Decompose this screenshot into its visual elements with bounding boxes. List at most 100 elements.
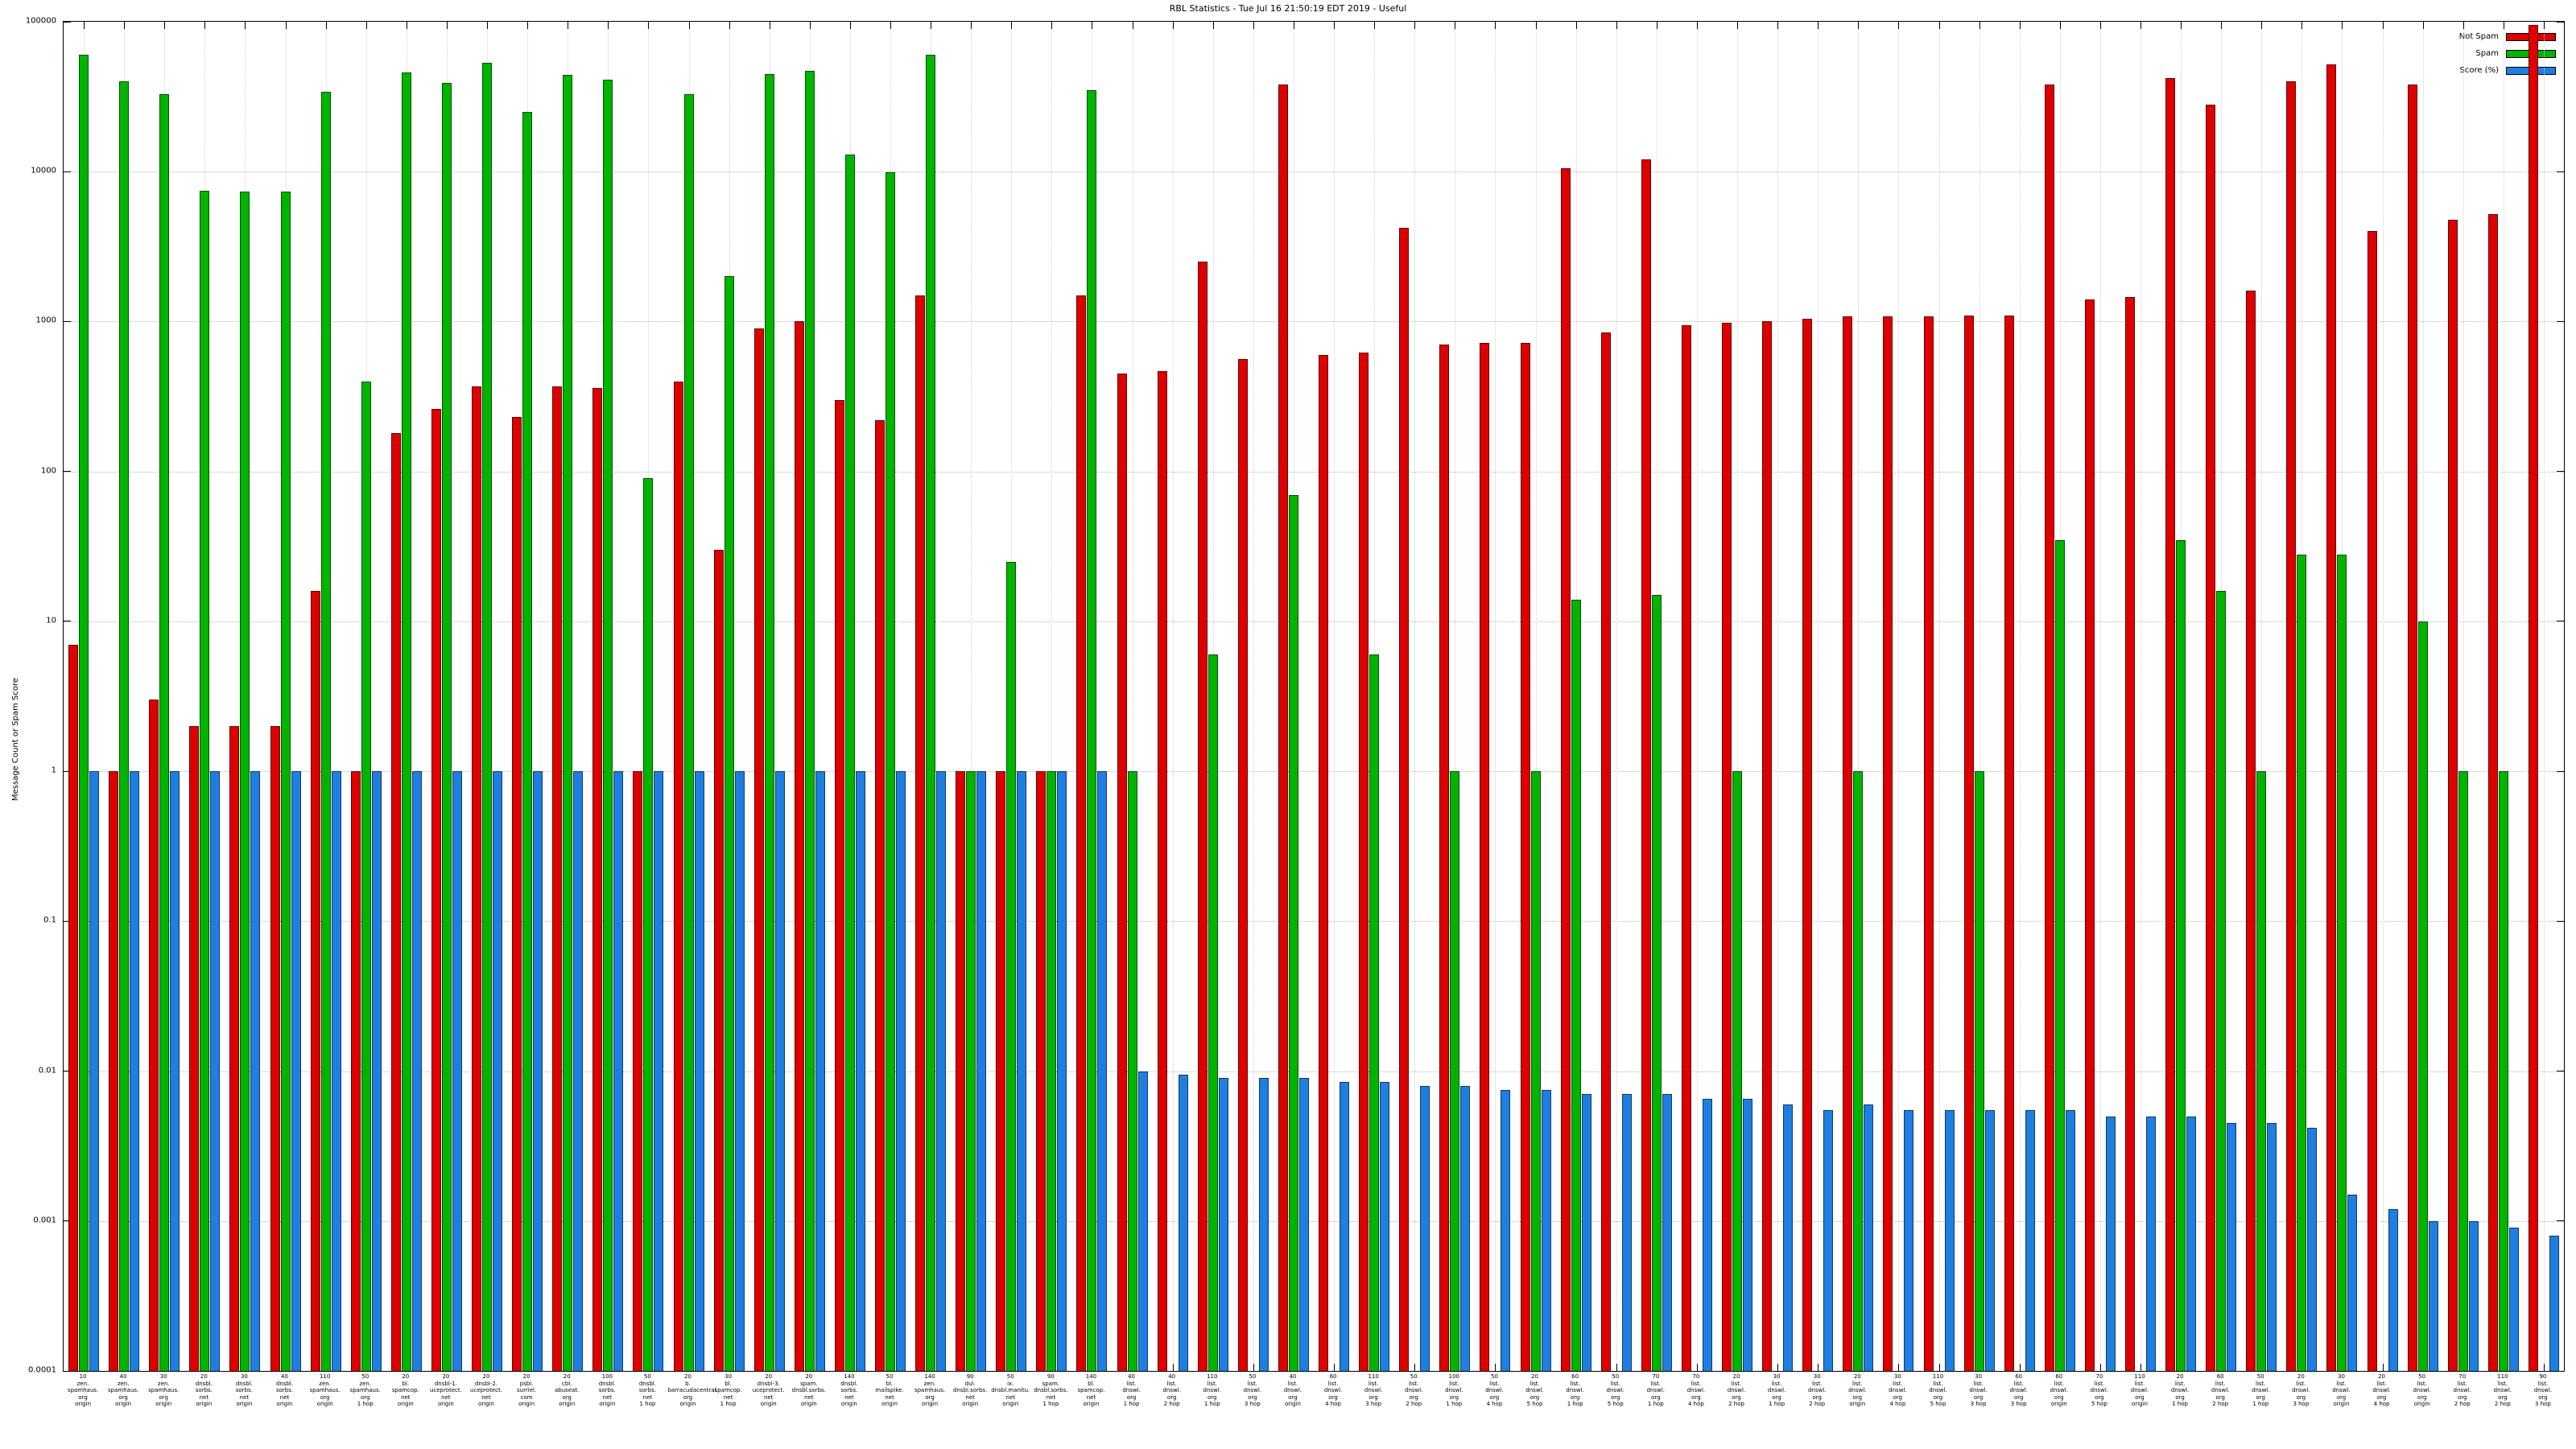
- bar-not_spam: [2528, 25, 2538, 1371]
- x-tick-mark: [1575, 22, 1577, 29]
- x-tick-label: 20 list. dnswl. org 1 hop: [2170, 1373, 2190, 1407]
- x-tick-mark: [1979, 22, 1980, 29]
- y-tick-label: 0.01: [38, 1066, 56, 1075]
- bar-spam: [764, 73, 774, 1371]
- x-tick-label: 40 dnsbl. sorbs. net origin: [275, 1373, 294, 1407]
- x-grid-line: [1334, 22, 1335, 1371]
- x-tick-label: 50 list. dnswl. org 4 hop: [1485, 1373, 1504, 1407]
- y-tick-mark: [64, 471, 71, 473]
- bar-score: [1380, 1081, 1390, 1371]
- x-tick-mark: [2059, 22, 2061, 29]
- bar-spam: [1006, 561, 1017, 1371]
- x-tick-mark: [1253, 1364, 1254, 1371]
- x-tick-label: 50 dnsbl. sorbs. net 1 hop: [638, 1373, 656, 1407]
- legend-label-not-spam: Not Spam: [2458, 32, 2499, 41]
- bar-not_spam: [794, 321, 804, 1371]
- bar-spam: [683, 93, 694, 1371]
- x-tick-label: 20 psbl. surriel. com origin: [517, 1373, 537, 1407]
- x-tick-label: 110 list. dnswl. org 5 hop: [1929, 1373, 1947, 1407]
- bar-score: [493, 771, 503, 1371]
- x-tick-mark: [527, 22, 529, 29]
- bar-spam: [1369, 654, 1380, 1371]
- y-tick-mark: [2557, 171, 2564, 172]
- y-tick-label: 10: [46, 616, 56, 625]
- bar-score: [2145, 1116, 2156, 1371]
- x-tick-label: 90 list. dnswl. org 3 hop: [2533, 1373, 2553, 1407]
- x-tick-label: 30 dnsbl. sorbs. net origin: [235, 1373, 253, 1407]
- bar-spam: [804, 71, 815, 1371]
- x-tick-label: 100 list. dnswl. org 1 hop: [1445, 1373, 1463, 1407]
- bar-score: [2428, 1220, 2438, 1371]
- bar-score: [170, 771, 180, 1371]
- bar-spam: [2417, 621, 2428, 1371]
- bar-not_spam: [1237, 359, 1248, 1371]
- bar-score: [2186, 1116, 2197, 1371]
- bar-spam: [724, 276, 734, 1371]
- x-tick-label: 110 list. dnswl. org origin: [2130, 1373, 2149, 1407]
- x-tick-mark: [2099, 1364, 2101, 1371]
- x-tick-mark: [164, 22, 166, 29]
- x-tick-mark: [1414, 1364, 1416, 1371]
- bar-not_spam: [1600, 332, 1611, 1371]
- bar-not_spam: [1722, 323, 1732, 1371]
- bar-score: [371, 771, 382, 1371]
- bar-not_spam: [592, 388, 603, 1371]
- bar-not_spam: [2407, 85, 2417, 1371]
- x-tick-mark: [1011, 22, 1013, 29]
- y-grid-line: [64, 471, 2564, 473]
- bar-not_spam: [512, 417, 522, 1371]
- x-tick-label: 30 list. dnswl. org 3 hop: [1969, 1373, 1988, 1407]
- chart-legend: Not Spam Spam Score (%): [2457, 27, 2557, 80]
- x-axis-labels: 10 zen. spamhaus. org origin 40 zen. spamhaus. o…: [63, 1373, 2563, 1430]
- x-tick-mark: [1737, 22, 1739, 29]
- y-tick-mark: [2557, 471, 2564, 473]
- bar-not_spam: [229, 726, 240, 1371]
- chart-title: RBL Statistics - Tue Jul 16 21:50:19 EDT…: [1169, 3, 1407, 14]
- x-tick-mark: [2342, 22, 2343, 29]
- bar-spam: [2216, 590, 2227, 1371]
- x-tick-mark: [2301, 22, 2303, 29]
- bar-not_spam: [2487, 214, 2498, 1371]
- y-tick-mark: [64, 320, 71, 322]
- bar-score: [1218, 1078, 1228, 1371]
- x-tick-mark: [1172, 1364, 1174, 1371]
- x-grid-line: [2462, 22, 2464, 1371]
- y-axis: 100000 10000 1000 100 10 1 0.1 0.01 0.001 0.0001: [0, 17, 61, 1375]
- x-tick-label: 90 dul. dnsbl.sorbs. net origin: [953, 1373, 988, 1407]
- x-tick-label: 140 zen. spamhaus. org origin: [914, 1373, 946, 1407]
- bar-not_spam: [2206, 104, 2216, 1371]
- bar-not_spam: [390, 433, 401, 1371]
- bar-score: [1420, 1085, 1430, 1371]
- bar-score: [2105, 1116, 2116, 1371]
- bar-score: [2468, 1220, 2479, 1371]
- bar-score: [573, 771, 584, 1371]
- x-tick-label: 50 zen. spamhaus. org 1 hop: [349, 1373, 381, 1407]
- bar-not_spam: [1802, 318, 1813, 1371]
- x-tick-label: 140 bl. spamcop. net origin: [1077, 1373, 1105, 1407]
- y-tick-label: 1000: [35, 316, 56, 325]
- x-tick-label: 70 list. dnswl. org 2 hop: [2453, 1373, 2471, 1407]
- y-grid-line: [64, 1220, 2564, 1222]
- bar-score: [1904, 1109, 1914, 1371]
- y-tick-label: 0.0001: [28, 1365, 56, 1375]
- x-tick-mark: [2181, 22, 2182, 29]
- bar-spam: [2256, 771, 2267, 1371]
- x-tick-mark: [487, 22, 489, 29]
- bar-score: [291, 771, 301, 1371]
- x-tick-mark: [729, 22, 730, 29]
- bar-score: [1460, 1085, 1471, 1371]
- bar-score: [1501, 1089, 1511, 1371]
- x-grid-line: [1858, 22, 1860, 1371]
- bar-spam: [563, 75, 573, 1371]
- bar-score: [1258, 1078, 1269, 1371]
- bar-spam: [159, 93, 170, 1371]
- x-tick-label: 40 list. dnswl. org 1 hop: [1122, 1373, 1141, 1407]
- bar-not_spam: [270, 726, 280, 1371]
- bar-score: [1984, 1109, 1995, 1371]
- y-tick-label: 100: [40, 466, 56, 476]
- bar-score: [250, 771, 261, 1371]
- x-tick-label: 20 list. dnswl. org 2 hop: [1727, 1373, 1746, 1407]
- bar-spam: [1853, 771, 1864, 1371]
- bar-not_spam: [2044, 85, 2054, 1371]
- bar-not_spam: [1359, 353, 1369, 1371]
